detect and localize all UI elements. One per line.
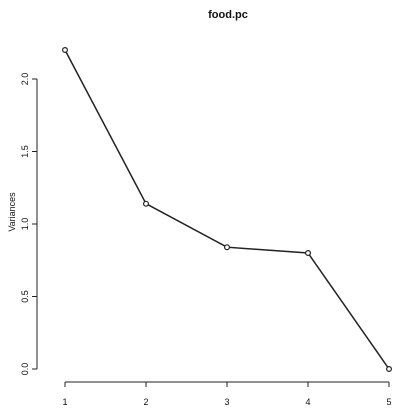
axes [36,79,389,383]
y-tick-label: 0.0 [20,363,30,376]
y-ticks: 0.0 0.5 1.0 1.5 2.0 [20,73,37,376]
chart-title: food.pc [208,9,248,21]
x-tick-label: 2 [143,397,148,407]
x-tick-label: 1 [62,397,67,407]
x-tick-label: 4 [305,397,310,407]
variance-line [64,49,390,370]
data-point [143,200,150,207]
y-tick-label: 1.0 [20,218,30,231]
y-tick-label: 2.0 [20,73,30,86]
y-tick-label: 1.5 [20,145,30,158]
data-point [386,366,393,373]
x-tick-label: 5 [386,397,391,407]
data-point [61,46,68,53]
x-tick-label: 3 [224,397,229,407]
data-points [61,46,393,373]
y-axis-label: Variances [7,192,17,232]
y-tick-label: 0.5 [20,290,30,303]
data-point [224,244,231,251]
data-point [305,250,312,257]
x-ticks: 1 2 3 4 5 [62,382,392,407]
